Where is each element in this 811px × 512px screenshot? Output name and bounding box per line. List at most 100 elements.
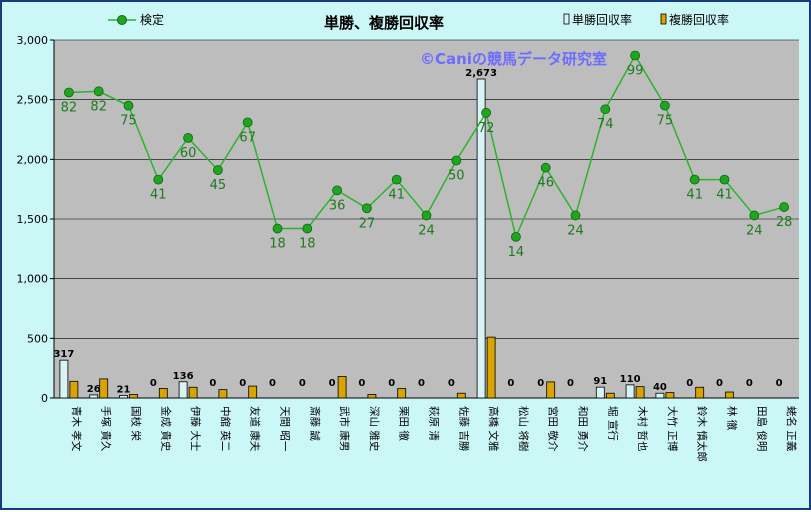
point-kentei [153, 174, 164, 185]
x-tick-label-group: 堀 宣行 [606, 406, 619, 441]
bar-fukusho [635, 386, 645, 399]
x-tick-label: 手塚 貴久 [100, 406, 113, 452]
bar-fukusho [188, 386, 198, 399]
point-kentei [511, 231, 521, 242]
y-tick-label: 2,500 [17, 94, 49, 107]
x-tick-label-group: 和田 勇介 [577, 406, 589, 452]
bar-label-tansho: 91 [593, 376, 607, 387]
data-label-kentei: 41 [716, 188, 733, 203]
bar-label-tansho: 26 [87, 384, 101, 395]
x-tick-label: 和田 勇介 [577, 406, 589, 452]
bar-label-tansho: 0 [507, 378, 514, 389]
x-tick-label: 友道 康夫 [249, 406, 262, 452]
bar-fukusho [99, 378, 109, 399]
data-label-kentei: 24 [746, 223, 763, 238]
x-tick-label: 国枝 栄 [130, 406, 143, 441]
data-label-kentei: 41 [686, 188, 703, 203]
data-label-kentei: 50 [448, 169, 465, 184]
bar-label-tansho: 0 [746, 378, 753, 389]
bar-fukusho [337, 376, 347, 399]
data-label-kentei: 46 [537, 176, 554, 191]
x-tick-label-group: 国枝 栄 [130, 406, 143, 441]
bar-fukusho [486, 336, 496, 399]
data-label-kentei: 74 [597, 117, 614, 132]
point-kentei [421, 210, 432, 221]
legend: 検定 単勝回収率 複勝回収率 [108, 12, 729, 27]
data-label-kentei: 82 [61, 101, 78, 116]
bar-label-tansho: 136 [173, 371, 194, 382]
bar-tansho [178, 381, 188, 399]
x-tick-label-group: 高橋 文雅 [487, 406, 500, 452]
bar-label-tansho: 0 [150, 378, 157, 389]
data-label-kentei: 24 [418, 223, 435, 238]
x-tick-label: 堀 宣行 [606, 406, 619, 441]
point-kentei [242, 117, 253, 128]
y-tick-label: 0 [41, 392, 48, 405]
bar-label-tansho: 0 [567, 378, 574, 389]
bar-label-tansho: 0 [329, 378, 336, 389]
x-tick-label-group: 栗田 徹 [398, 406, 411, 441]
x-tick-label-group: 萩原 清 [428, 406, 441, 441]
point-kentei [570, 210, 581, 221]
point-kentei [481, 107, 492, 118]
y-tick-label: 1,500 [17, 213, 49, 226]
data-label-kentei: 41 [150, 188, 167, 203]
x-tick-label: 斎藤 誠 [308, 406, 321, 441]
x-tick-label: 金成 貴史 [159, 406, 172, 452]
point-kentei [451, 155, 462, 166]
point-kentei [302, 223, 313, 234]
bar-fukusho [605, 392, 615, 399]
bar-label-tansho: 0 [358, 378, 365, 389]
x-tick-label: 松山 将樹 [517, 406, 530, 452]
x-tick-label-group: 斎藤 誠 [308, 406, 321, 441]
bar-label-tansho: 110 [620, 374, 641, 385]
y-tick-label: 1,000 [17, 273, 49, 286]
x-tick-label: 伊藤 大士 [189, 406, 202, 451]
data-label-kentei: 82 [90, 99, 107, 114]
point-kentei [540, 162, 551, 173]
y-tick-label: 500 [27, 332, 48, 345]
x-tick-label: 中舘 英二 [219, 406, 232, 451]
bar-tansho [59, 359, 69, 399]
bar-label-tansho: 0 [418, 378, 425, 389]
x-tick-label: 栗田 徹 [398, 406, 411, 441]
bar-label-tansho: 317 [53, 349, 74, 360]
bar-tansho [655, 392, 665, 399]
bar-tansho [119, 395, 128, 399]
x-tick-label-group: 松山 将樹 [517, 406, 530, 452]
x-tick-label-group: 木村 哲也 [636, 406, 649, 451]
data-label-kentei: 18 [269, 237, 286, 252]
point-kentei [660, 100, 670, 111]
point-kentei [183, 132, 194, 143]
x-tick-label-group: 武市 康男 [338, 406, 351, 451]
data-label-kentei: 28 [776, 215, 793, 230]
point-kentei [212, 165, 223, 175]
data-label-kentei: 75 [120, 114, 137, 129]
bar-fukusho [456, 392, 466, 399]
x-tick-label-group: 友道 康夫 [249, 406, 262, 452]
bar-tansho [476, 78, 486, 399]
bar-label-tansho: 0 [686, 378, 693, 389]
legend-series-tansho: 単勝回収率 [572, 12, 632, 27]
bar-label-tansho: 21 [117, 384, 131, 395]
x-tick-label-group: 佐藤 吉勝 [457, 406, 470, 452]
y-tick-label: 2,000 [17, 153, 49, 166]
x-tick-label-group: 手塚 貴久 [100, 406, 113, 452]
x-tick-label: 林 徹 [726, 406, 739, 431]
chart-title: 単勝、複勝回収率 [324, 14, 444, 32]
bar-fukusho [695, 386, 705, 399]
legend-swatch-tansho [563, 13, 570, 25]
x-tick-label-group: 中舘 英二 [219, 406, 232, 451]
data-label-kentei: 75 [657, 114, 674, 129]
x-tick-label: 萩原 清 [428, 406, 441, 441]
x-tick-label-group: 宮田 敬介 [547, 406, 560, 452]
bar-label-tansho: 0 [448, 378, 455, 389]
point-kentei [630, 50, 640, 61]
x-tick-label-group: 青木 孝文 [70, 406, 83, 452]
point-kentei [749, 210, 760, 221]
bar-label-tansho: 0 [209, 378, 216, 389]
x-tick-label-group: 蛯名 正義 [785, 406, 798, 452]
data-label-kentei: 45 [210, 178, 227, 193]
